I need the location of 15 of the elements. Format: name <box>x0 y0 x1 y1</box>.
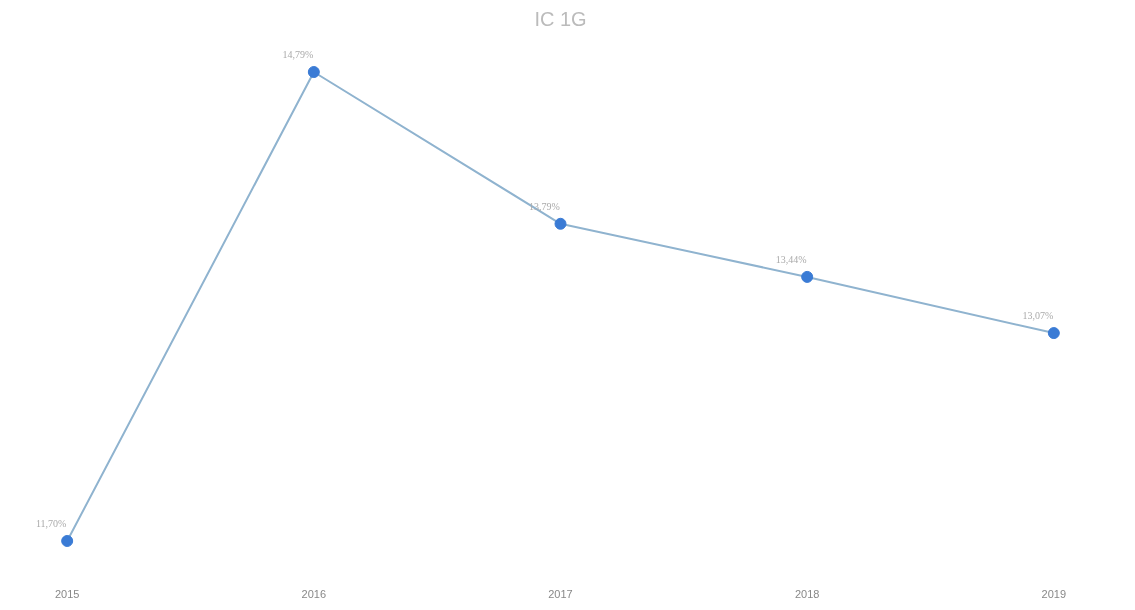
data-label: 13,07% <box>1022 310 1054 322</box>
data-label: 14,79% <box>282 49 314 61</box>
x-tick-label: 2018 <box>794 587 820 600</box>
point <box>61 534 74 547</box>
point <box>307 66 320 79</box>
x-tick-label: 2019 <box>1041 587 1067 600</box>
point <box>1047 327 1060 340</box>
data-label: 11,70% <box>35 517 67 529</box>
x-tick-label: 2016 <box>301 587 327 600</box>
point <box>801 270 814 283</box>
data-label: 13,44% <box>775 253 807 265</box>
x-tick-label: 2017 <box>548 587 573 600</box>
chart-title: IC 1G <box>534 7 587 30</box>
x-tick-label: 2015 <box>54 587 80 600</box>
point <box>554 217 567 230</box>
